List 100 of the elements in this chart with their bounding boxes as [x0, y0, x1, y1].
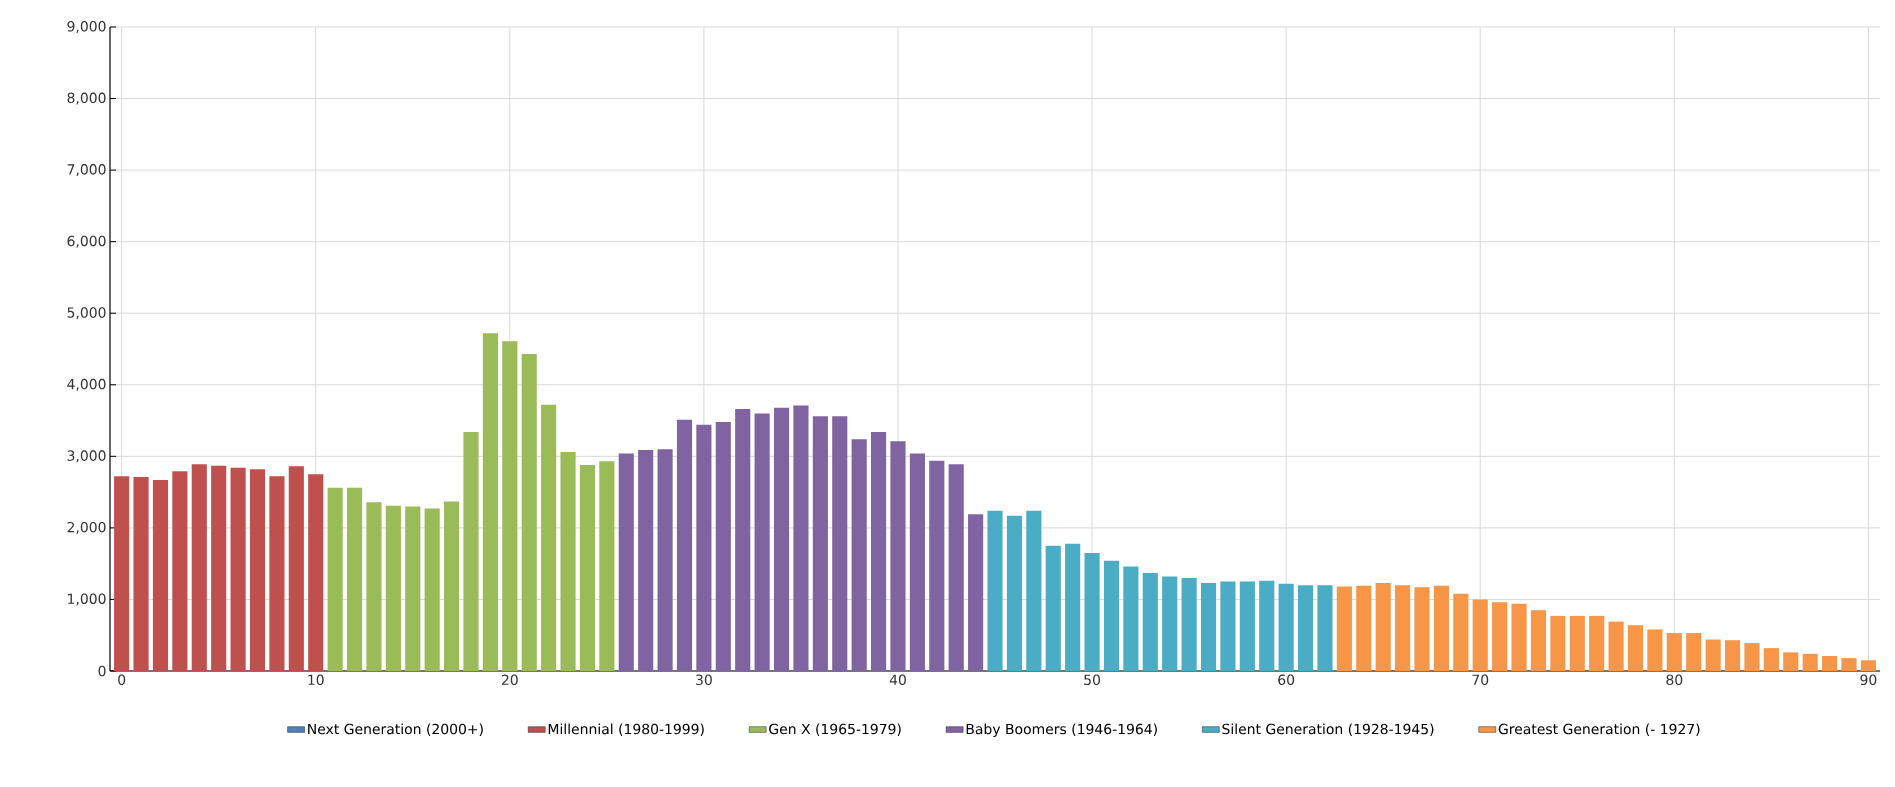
x-tick-label: 30: [696, 674, 712, 686]
bar: [1123, 566, 1139, 671]
bar: [1259, 580, 1275, 671]
bar: [1200, 582, 1217, 671]
x-tick-label: 60: [1278, 674, 1295, 686]
bar: [657, 449, 673, 671]
bar: [754, 413, 770, 671]
bar: [851, 439, 867, 671]
bar: [249, 469, 266, 671]
bar: [1103, 560, 1120, 671]
bar: [1453, 593, 1469, 671]
bar: [172, 471, 188, 671]
bar: [793, 405, 809, 671]
bar: [696, 424, 712, 671]
bar: [1530, 610, 1547, 671]
y-tick-label: 7,000: [67, 164, 106, 177]
bar: [308, 474, 324, 671]
y-tick-label: 5,000: [67, 307, 106, 320]
x-tick-label: 90: [1860, 674, 1877, 686]
bar: [638, 449, 654, 671]
bar: [1492, 602, 1508, 671]
bar: [1142, 572, 1158, 671]
bar: [812, 416, 828, 671]
x-tick-label: 80: [1666, 674, 1683, 686]
y-tick-label: 1,000: [68, 593, 106, 606]
bar: [715, 421, 731, 671]
y-tick-label: 0: [98, 665, 106, 677]
x-tick-label: 10: [308, 674, 324, 686]
y-tick-label: 8,000: [67, 92, 106, 105]
bar: [405, 506, 421, 671]
bar: [152, 479, 169, 671]
bar: [1375, 582, 1391, 671]
legend-label: Millennial (1980-1999): [548, 723, 704, 736]
legend-label: Next Generation (2000+): [308, 723, 483, 736]
bar: [579, 464, 596, 671]
bar: [1356, 585, 1372, 671]
bar: [1511, 603, 1527, 671]
bar: [1162, 576, 1178, 671]
bar: [1395, 585, 1411, 671]
x-tick-label: 20: [501, 674, 518, 686]
bar: [1666, 633, 1682, 671]
bar: [832, 416, 848, 671]
bar: [1006, 515, 1022, 671]
bar: [327, 487, 343, 671]
bar: [735, 409, 751, 671]
bar: [1608, 621, 1624, 671]
bar: [1045, 545, 1061, 671]
bar: [1278, 583, 1294, 671]
x-tick-label: 50: [1084, 674, 1101, 686]
bar: [1026, 510, 1042, 671]
bar: [1239, 581, 1255, 671]
bar: [1065, 543, 1081, 671]
y-tick-label: 6,000: [67, 235, 106, 248]
bar: [385, 505, 401, 671]
bar: [1705, 639, 1721, 671]
bar: [909, 453, 925, 671]
bar: [482, 333, 498, 671]
bar: [269, 476, 285, 671]
bar: [1822, 655, 1838, 671]
bar: [1550, 615, 1566, 671]
bar: [366, 502, 382, 671]
bar: [1336, 586, 1352, 671]
bar: [346, 487, 363, 671]
bar: [618, 453, 634, 671]
bar: [1686, 633, 1702, 671]
bar: [1841, 658, 1857, 671]
bar: [230, 467, 246, 671]
bar: [521, 354, 537, 671]
bar: [541, 404, 557, 671]
bar: [114, 476, 130, 671]
bar: [1317, 585, 1333, 671]
bar: [191, 464, 207, 671]
legend-label: Baby Boomers (1946-1964): [966, 723, 1157, 737]
bar: [288, 466, 304, 671]
bar: [1744, 643, 1760, 671]
bar: [1433, 585, 1449, 671]
bar: [948, 464, 964, 671]
bar: [987, 510, 1003, 671]
y-tick-label: 9,000: [67, 21, 106, 33]
bar: [929, 460, 945, 671]
bar: [211, 465, 227, 671]
bar: [1802, 653, 1818, 671]
y-tick-label: 3,000: [67, 450, 106, 463]
legend-label: Greatest Generation (- 1927): [1498, 723, 1700, 736]
bar: [1297, 585, 1314, 671]
bar: [1084, 552, 1100, 671]
x-tick-label: 0: [118, 674, 126, 686]
legend-label: Silent Generation (1928-1945): [1222, 723, 1434, 736]
bar: [1569, 615, 1585, 671]
bar: [560, 452, 576, 671]
bar: [773, 407, 790, 671]
legend-label: Gen X (1965-1979): [769, 723, 901, 736]
bar: [1860, 660, 1876, 671]
y-tick-label: 4,000: [67, 378, 106, 391]
bar: [676, 419, 693, 671]
bar: [133, 477, 149, 671]
bar: [890, 441, 906, 671]
y-tick-label: 2,000: [67, 521, 106, 534]
bar: [1414, 587, 1430, 671]
bar: [424, 508, 440, 671]
